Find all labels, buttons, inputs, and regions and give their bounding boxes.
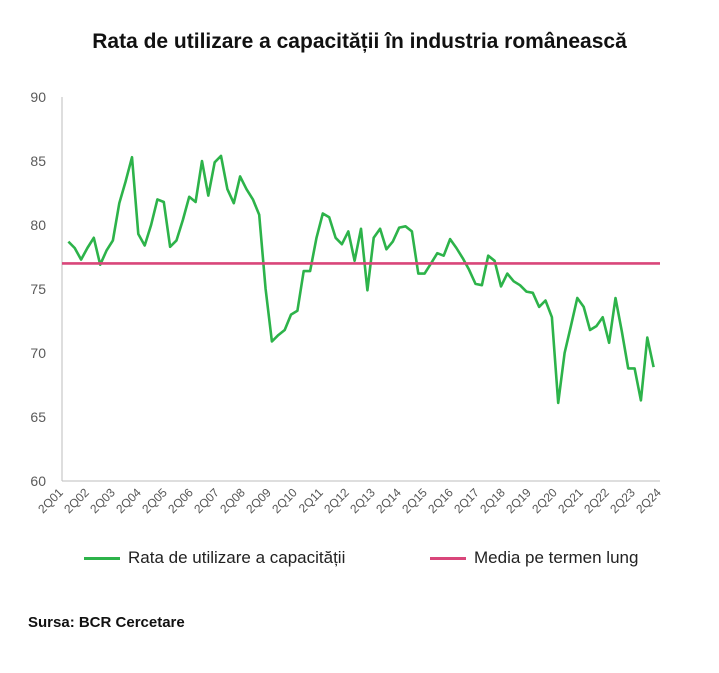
legend-label-average: Media pe termen lung [474, 548, 639, 567]
x-tick-label: 2Q24 [633, 485, 664, 516]
x-tick-label: 2Q07 [191, 485, 222, 516]
x-tick-label: 2Q18 [477, 485, 508, 516]
x-tick-label: 2Q02 [61, 485, 92, 516]
y-tick-label: 85 [30, 153, 46, 169]
y-tick-label: 65 [30, 409, 46, 425]
x-tick-label: 2Q15 [399, 485, 430, 516]
x-tick-label: 2Q01 [35, 485, 66, 516]
y-tick-label: 90 [30, 89, 46, 105]
x-tick-label: 2Q13 [347, 485, 378, 516]
legend-label-capacity: Rata de utilizare a capacității [128, 548, 346, 567]
x-tick-label: 2Q03 [87, 485, 118, 516]
x-tick-label: 2Q04 [113, 485, 144, 516]
x-tick-label: 2Q21 [555, 485, 586, 516]
y-tick-label: 80 [30, 217, 46, 233]
y-tick-label: 60 [30, 473, 46, 489]
y-axis: 60 65 70 75 80 85 90 [30, 89, 63, 489]
x-tick-label: 2Q22 [581, 485, 612, 516]
x-tick-label: 2Q17 [451, 485, 482, 516]
chart-title: Rata de utilizare a capacității în indus… [92, 30, 627, 53]
legend-item-capacity: Rata de utilizare a capacității [84, 548, 345, 568]
x-tick-label: 2Q12 [321, 485, 352, 516]
x-tick-label: 2Q08 [217, 485, 248, 516]
y-tick-label: 70 [30, 345, 46, 361]
series-layer [62, 154, 660, 405]
x-tick-label: 2Q06 [165, 485, 196, 516]
x-tick-label: 2Q23 [607, 485, 638, 516]
x-tick-label: 2Q10 [269, 485, 300, 516]
x-tick-label: 2Q19 [503, 485, 534, 516]
series-line-capacity [67, 154, 655, 405]
x-tick-label: 2Q09 [243, 485, 274, 516]
x-tick-label: 2Q11 [296, 485, 326, 515]
source-note: Sursa: BCR Cercetare [28, 614, 185, 631]
x-axis: 2Q012Q022Q032Q042Q052Q062Q072Q082Q092Q10… [35, 480, 664, 516]
y-tick-label: 75 [30, 281, 46, 297]
legend-swatch-capacity [84, 556, 120, 560]
x-tick-label: 2Q16 [425, 485, 456, 516]
legend-swatch-average [430, 556, 466, 560]
x-tick-label: 2Q14 [373, 485, 404, 516]
legend-item-average: Media pe termen lung [430, 548, 638, 568]
x-tick-label: 2Q20 [529, 485, 560, 516]
x-tick-label: 2Q05 [139, 485, 170, 516]
